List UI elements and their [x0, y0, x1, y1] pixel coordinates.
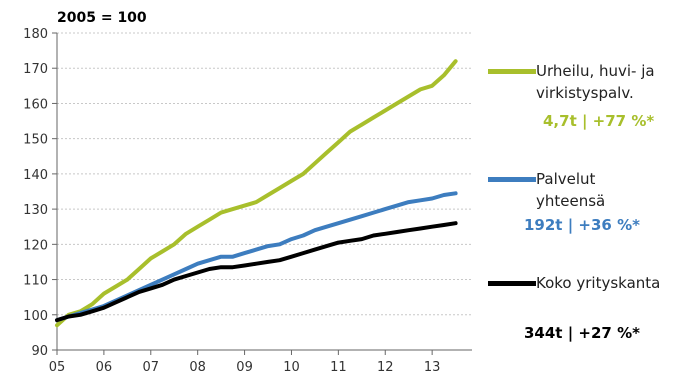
- y-tick-label-140: 140: [23, 168, 48, 183]
- x-tick-label-12: 12: [377, 360, 394, 375]
- legend-label-palvelut: Palvelut yhteensä: [536, 170, 606, 210]
- y-tick-label-120: 120: [23, 238, 48, 253]
- legend-stat-palvelut: 192t | +36 %*: [524, 216, 640, 234]
- legend-entry-koko: Koko yrityskanta 344t | +27 %*: [488, 272, 684, 342]
- y-tick-label-160: 160: [23, 97, 48, 112]
- legend-swatch-palvelut: [488, 177, 536, 182]
- y-tick-label-170: 170: [23, 62, 48, 77]
- y-tick-label-180: 180: [23, 27, 48, 42]
- x-tick-label-10: 10: [283, 360, 300, 375]
- y-tick-label-150: 150: [23, 133, 48, 148]
- legend-label-urheilu: Urheilu, huvi- ja virkistyspalv.: [536, 62, 655, 102]
- y-tick-label-110: 110: [23, 274, 48, 289]
- legend-entry-urheilu: Urheilu, huvi- ja virkistyspalv. 4,7t | …: [488, 60, 684, 130]
- y-tick-label-90: 90: [31, 344, 48, 359]
- legend-swatch-koko: [488, 281, 536, 286]
- x-tick-label-07: 07: [143, 360, 160, 375]
- legend-label-koko: Koko yrityskanta: [536, 274, 661, 292]
- legend-stat-koko: 344t | +27 %*: [524, 324, 640, 342]
- series-lines: [55, 59, 458, 328]
- x-tick-label-09: 09: [236, 360, 253, 375]
- grid-lines: [57, 32, 472, 316]
- x-tick-label-06: 06: [96, 360, 113, 375]
- legend-stat-urheilu: 4,7t | +77 %*: [543, 112, 655, 130]
- series-line-urheilu: [55, 59, 458, 328]
- legend-swatch-urheilu: [488, 69, 536, 74]
- legend-entry-palvelut: Palvelut yhteensä 192t | +36 %*: [488, 168, 684, 234]
- y-tick-label-100: 100: [23, 309, 48, 324]
- x-tick-label-08: 08: [189, 360, 206, 375]
- x-tick-label-05: 05: [49, 360, 66, 375]
- x-tick-label-13: 13: [424, 360, 441, 375]
- x-tick-label-11: 11: [330, 360, 347, 375]
- axes: 90 100 110 120 130 140 150 160 170 180 05 06 07 08 09 1…: [23, 27, 472, 375]
- y-tick-label-130: 130: [23, 203, 48, 218]
- series-line-koko: [55, 221, 458, 323]
- y-axis-label: 2005 = 100: [57, 10, 147, 26]
